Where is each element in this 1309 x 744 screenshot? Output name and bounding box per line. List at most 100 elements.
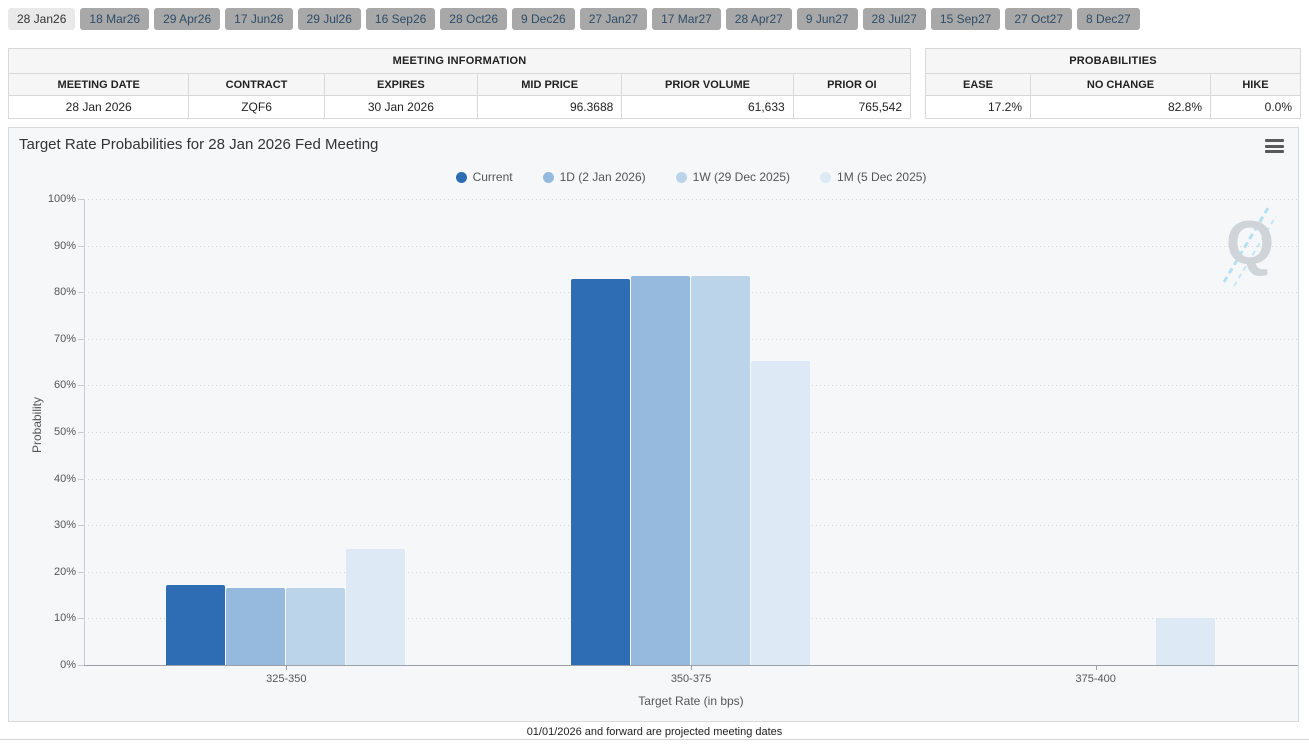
- probabilities-col-no-change: NO CHANGE: [1030, 73, 1211, 96]
- tab-28-oct26[interactable]: 28 Oct26: [440, 8, 507, 30]
- legend-label-1d-2-jan-2026-: 1D (2 Jan 2026): [559, 170, 646, 184]
- x-tick-375-400: [1095, 665, 1097, 670]
- meeting-information-value-prior-oi: 765,542: [792, 95, 912, 119]
- tab-15-sep27[interactable]: 15 Sep27: [930, 8, 1001, 30]
- y-tick-0: [78, 665, 84, 666]
- meeting-information-value-meeting-date: 28 Jan 2026: [7, 95, 190, 119]
- tab-9-jun27[interactable]: 9 Jun27: [796, 8, 858, 30]
- y-tick-label-80: 80%: [53, 286, 76, 299]
- tab-8-dec27[interactable]: 8 Dec27: [1077, 8, 1140, 30]
- legend-marker-1d-2-jan-2026-: [542, 171, 554, 183]
- meeting-information-col-expires: EXPIRES: [323, 73, 479, 96]
- tab-28-jan26[interactable]: 28 Jan26: [8, 8, 76, 30]
- chart-title: Target Rate Probabilities for 28 Jan 202…: [19, 136, 379, 153]
- bar-current-350-375[interactable]: [571, 279, 630, 665]
- y-tick-label-0: 0%: [60, 659, 76, 671]
- meeting-information-col-mid-price: MID PRICE: [477, 73, 623, 96]
- y-tick-30: [78, 525, 84, 527]
- probabilities-value-hike: 0.0%: [1210, 95, 1301, 119]
- probabilities-col-hike: HIKE: [1210, 73, 1301, 96]
- y-tick-50: [78, 432, 84, 433]
- y-tick-90: [78, 245, 84, 247]
- legend-item-1w-29-dec-2025-[interactable]: 1W (29 Dec 2025): [675, 170, 791, 184]
- y-tick-label-10: 10%: [53, 612, 76, 625]
- tab-9-dec26[interactable]: 9 Dec26: [512, 8, 575, 30]
- probabilities-header-row: EASE NO CHANGE HIKE: [925, 73, 1301, 96]
- y-tick-label-20: 20%: [53, 565, 76, 578]
- probabilities-table: PROBABILITIES EASE NO CHANGE HIKE 17.2% 82.…: [925, 48, 1301, 119]
- chart-legend: Current 1D (2 Jan 2026) 1W (29 Dec 2025) 1M…: [84, 170, 1298, 184]
- y-tick-label-30: 30%: [53, 519, 76, 532]
- bar-1m-5-dec-2025--350-375[interactable]: [751, 360, 810, 665]
- x-tick-325-350: [286, 665, 288, 670]
- bar-current-325-350[interactable]: [166, 584, 226, 665]
- x-axis-title: Target Rate (in bps): [638, 694, 744, 708]
- tab-17-mar27[interactable]: 17 Mar27: [652, 8, 721, 30]
- bar-1m-5-dec-2025--325-350[interactable]: [346, 549, 406, 665]
- quikstrike-watermark-icon: Q: [1222, 207, 1277, 287]
- y-tick-label-60: 60%: [53, 379, 76, 392]
- tab-29-apr26[interactable]: 29 Apr26: [154, 8, 221, 30]
- footer-divider: [0, 739, 1309, 740]
- legend-item-current[interactable]: Current: [455, 170, 513, 184]
- meeting-information-value-contract: ZQF6: [188, 95, 325, 119]
- probabilities-value-ease: 17.2%: [925, 95, 1031, 119]
- gridline-90: [84, 245, 1298, 247]
- y-tick-70: [78, 338, 84, 340]
- legend-marker-1m-5-dec-2025-: [820, 171, 832, 183]
- probabilities-data-row: 17.2% 82.8% 0.0%: [925, 95, 1301, 119]
- y-tick-40: [78, 478, 84, 480]
- legend-marker-1w-29-dec-2025-: [675, 171, 687, 183]
- legend-marker-current: [455, 171, 467, 183]
- x-category-label-375-400: 375-400: [1075, 673, 1116, 685]
- x-category-label-325-350: 325-350: [266, 673, 307, 685]
- y-tick-label-70: 70%: [53, 332, 76, 345]
- y-tick-label-40: 40%: [53, 472, 76, 485]
- y-tick-80: [78, 292, 84, 294]
- bar-1d-2-jan-2026--325-350[interactable]: [226, 587, 286, 665]
- tab-16-sep26[interactable]: 16 Sep26: [365, 8, 436, 30]
- tab-28-jul27[interactable]: 28 Jul27: [862, 8, 926, 30]
- x-category-label-350-375: 350-375: [670, 673, 712, 685]
- meeting-information-value-prior-volume: 61,633: [621, 95, 794, 119]
- probabilities-value-no-change: 82.8%: [1030, 95, 1211, 119]
- meeting-information-col-meeting-date: MEETING DATE: [7, 73, 190, 96]
- y-tick-label-50: 50%: [53, 426, 76, 438]
- y-tick-label-90: 90%: [53, 239, 76, 252]
- meeting-information-data-row: 28 Jan 2026 ZQF6 30 Jan 2026 96.3688 61,633 7…: [7, 95, 912, 119]
- tab-17-jun26[interactable]: 17 Jun26: [225, 8, 293, 30]
- tab-29-jul26[interactable]: 29 Jul26: [297, 8, 361, 30]
- meeting-information-title: MEETING INFORMATION: [8, 48, 911, 74]
- legend-label-current: Current: [472, 170, 513, 184]
- meeting-information-header-row: MEETING DATE CONTRACT EXPIRES MID PRICE PRIO…: [7, 73, 912, 96]
- bar-1w-29-dec-2025--325-350[interactable]: [286, 587, 346, 665]
- meeting-tabbar: 28 Jan26 18 Mar26 29 Apr26 17 Jun26 29 Jul26…: [8, 8, 1140, 30]
- legend-item-1m-5-dec-2025-[interactable]: 1M (5 Dec 2025): [820, 170, 926, 184]
- meeting-information-col-contract: CONTRACT: [188, 73, 325, 96]
- tab-28-apr27[interactable]: 28 Apr27: [725, 8, 792, 30]
- x-tick-350-375: [691, 665, 692, 670]
- tab-27-oct27[interactable]: 27 Oct27: [1005, 8, 1073, 30]
- fedwatch-chart-panel: Target Rate Probabilities for 28 Jan 202…: [8, 127, 1299, 722]
- y-tick-10: [78, 618, 84, 620]
- legend-label-1m-5-dec-2025-: 1M (5 Dec 2025): [837, 170, 927, 184]
- y-tick-20: [78, 571, 84, 573]
- meeting-information-value-mid-price: 96.3688: [477, 95, 623, 119]
- legend-label-1w-29-dec-2025-: 1W (29 Dec 2025): [692, 170, 791, 184]
- legend-item-1d-2-jan-2026-[interactable]: 1D (2 Jan 2026): [542, 170, 646, 184]
- bar-1m-5-dec-2025--375-400[interactable]: [1155, 618, 1215, 665]
- bar-1w-29-dec-2025--350-375[interactable]: [691, 275, 750, 665]
- probabilities-title: PROBABILITIES: [925, 48, 1301, 74]
- projected-dates-note: 01/01/2026 and forward are projected mee…: [526, 726, 783, 738]
- meeting-information-col-prior-volume: PRIOR VOLUME: [621, 73, 794, 96]
- y-tick-label-100: 100%: [47, 193, 76, 205]
- tab-18-mar26[interactable]: 18 Mar26: [80, 8, 150, 30]
- tab-27-jan27[interactable]: 27 Jan27: [579, 8, 648, 30]
- meeting-information-col-prior-oi: PRIOR OI: [792, 73, 912, 96]
- gridline-100: [84, 199, 1298, 200]
- chart-menu-hamburger-icon[interactable]: [1265, 139, 1284, 156]
- y-tick-60: [78, 385, 84, 387]
- bar-1d-2-jan-2026--350-375[interactable]: [631, 275, 690, 665]
- meeting-information-value-expires: 30 Jan 2026: [323, 95, 479, 119]
- svg-text:Q: Q: [1226, 209, 1274, 278]
